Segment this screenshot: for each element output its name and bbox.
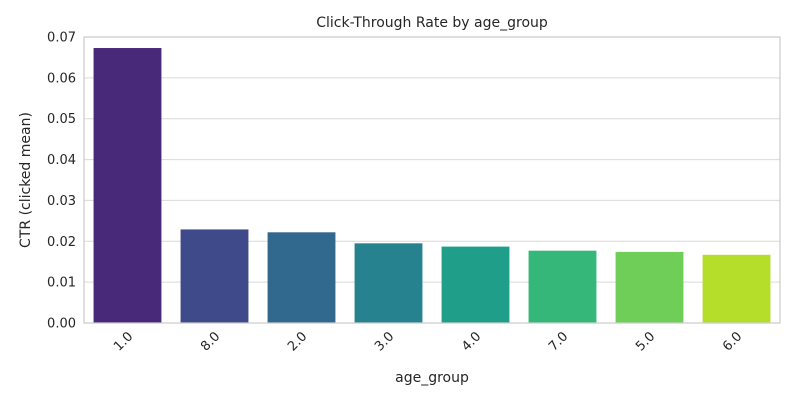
y-tick-label: 0.01 bbox=[47, 276, 76, 291]
bar-2.0 bbox=[267, 232, 336, 323]
bar-3.0 bbox=[354, 243, 423, 323]
y-tick-labels: 0.00 0.01 0.02 0.03 0.04 0.05 0.06 0.07 bbox=[47, 31, 76, 332]
bar-1.0 bbox=[93, 48, 162, 323]
y-axis-label: CTR (clicked mean) bbox=[18, 112, 34, 248]
y-tick-label: 0.06 bbox=[47, 71, 76, 86]
bar-6.0 bbox=[702, 254, 771, 323]
bar-7.0 bbox=[528, 250, 597, 323]
bar-8.0 bbox=[180, 229, 249, 323]
y-tick-label: 0.04 bbox=[47, 153, 76, 168]
y-tick-label: 0.00 bbox=[47, 317, 76, 332]
bar-5.0 bbox=[615, 251, 684, 323]
plot-frame bbox=[83, 36, 781, 324]
bars bbox=[93, 48, 771, 323]
y-tick-label: 0.07 bbox=[47, 31, 76, 46]
chart-title: Click-Through Rate by age_group bbox=[316, 15, 548, 31]
bar-4.0 bbox=[441, 246, 510, 323]
x-axis-label: age_group bbox=[395, 370, 469, 386]
y-tick-label: 0.02 bbox=[47, 235, 76, 250]
y-tick-label: 0.05 bbox=[47, 112, 76, 127]
y-tick-label: 0.03 bbox=[47, 194, 76, 209]
